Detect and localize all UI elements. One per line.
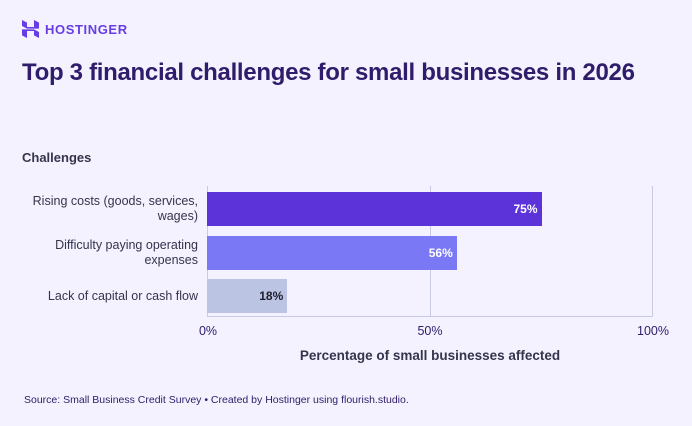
hostinger-logo-icon [22,20,39,38]
x-tick-label: 50% [417,324,443,338]
gridline-100 [652,186,653,316]
category-label: Difficulty paying operating expenses [55,238,198,267]
chart-title: Top 3 financial challenges for small bus… [22,59,635,86]
brand-name: HOSTINGER [45,21,128,37]
brand-logo: HOSTINGER [22,20,128,38]
category-label: Lack of capital or cash flow [47,288,198,303]
source-note: Source: Small Business Credit Survey • C… [24,394,409,406]
bar-value-label: 75% [513,202,538,216]
plot-area: 75% 56% 18% [207,186,653,317]
x-axis-title: Percentage of small businesses affected [299,348,561,363]
bar-rising-costs[interactable]: 75% [207,192,542,226]
x-axis-line [207,316,653,317]
x-tick-label: 100% [637,324,669,338]
y-axis-title: Challenges [22,150,92,165]
category-label: Rising costs (goods, services, wages) [32,194,198,223]
bar-difficulty-paying[interactable]: 56% [207,236,457,270]
bar-value-label: 18% [259,289,284,303]
bar-lack-of-capital[interactable]: 18% [207,279,288,313]
x-tick-label: 0% [198,324,218,338]
bar-value-label: 56% [428,246,453,260]
